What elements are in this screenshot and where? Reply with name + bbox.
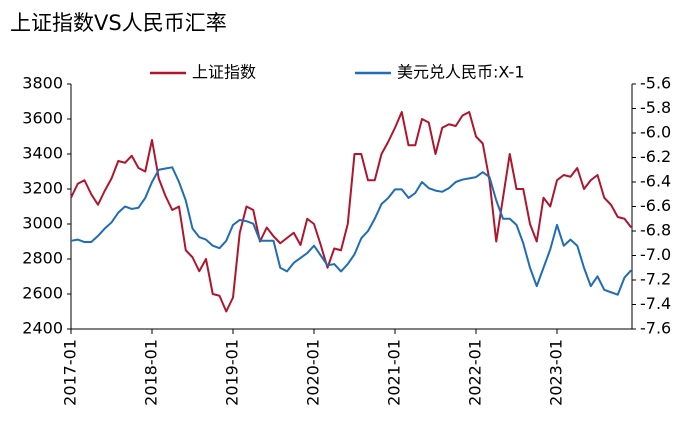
y-tick-label: 2400 <box>22 319 63 338</box>
y-tick-label: 2800 <box>22 249 63 268</box>
x-tick-label: 2022-01 <box>466 339 485 406</box>
y2-tick-label: -7.0 <box>640 245 671 264</box>
y2-tick-label: -7.4 <box>640 294 671 313</box>
y2-tick-label: -6.4 <box>640 172 671 191</box>
y2-tick-label: -6.2 <box>640 147 671 166</box>
y2-tick-label: -7.2 <box>640 270 671 289</box>
y2-tick-label: -6.8 <box>640 221 671 240</box>
x-tick-label: 2017-01 <box>61 339 80 406</box>
y2-tick-label: -6.0 <box>640 123 671 142</box>
y2-tick-label: -5.6 <box>640 74 671 93</box>
y-tick-label: 3800 <box>22 74 63 93</box>
legend-label: 美元兑人民币:X-1 <box>397 63 525 82</box>
series-line <box>70 111 633 313</box>
x-tick-label: 2018-01 <box>142 339 161 406</box>
x-tick-label: 2021-01 <box>385 339 404 406</box>
y2-tick-label: -6.6 <box>640 196 671 215</box>
y-tick-label: 3600 <box>22 109 63 128</box>
y2-tick-label: -7.6 <box>640 319 671 338</box>
x-tick-label: 2023-01 <box>547 339 566 406</box>
y2-tick-label: -5.8 <box>640 98 671 117</box>
y-tick-label: 3400 <box>22 144 63 163</box>
y-tick-label: 3200 <box>22 179 63 198</box>
y-tick-label: 3000 <box>22 214 63 233</box>
series-line <box>70 166 632 296</box>
chart-title: 上证指数VS人民币汇率 <box>10 11 227 35</box>
y-tick-label: 2600 <box>22 284 63 303</box>
x-tick-label: 2020-01 <box>304 339 323 406</box>
legend-label: 上证指数 <box>192 63 256 82</box>
x-tick-label: 2019-01 <box>223 339 242 406</box>
